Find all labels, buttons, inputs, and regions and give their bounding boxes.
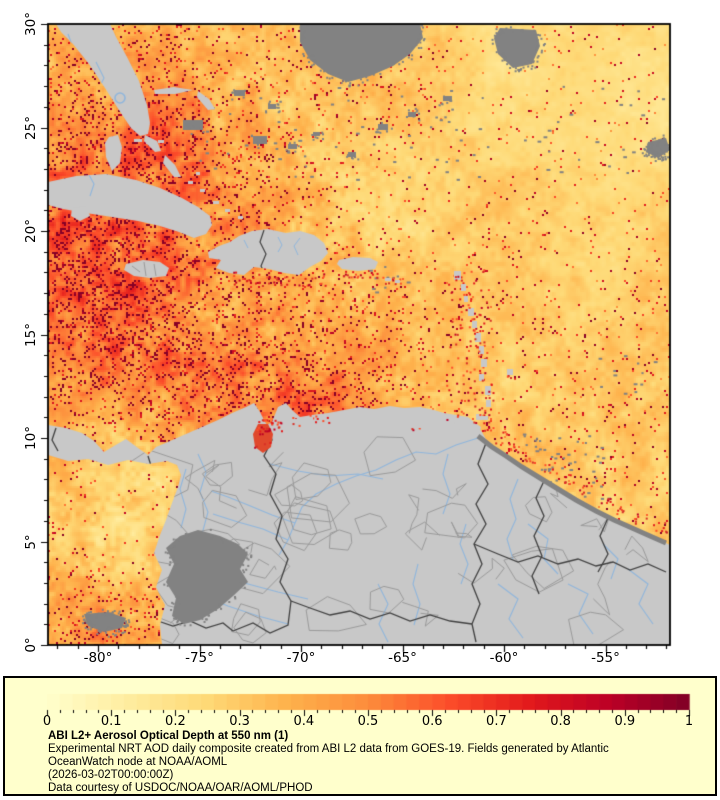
- colorbar-tick-label-1: 1: [684, 714, 694, 729]
- lat-tick-label-25: 25°: [23, 115, 39, 140]
- lon-tick-label--65: -65°: [388, 650, 417, 666]
- lat-tick-label-15: 15°: [23, 322, 39, 347]
- lon-tick-label--75: -75°: [185, 650, 214, 666]
- colorbar-tick-label-0.3: 0.3: [229, 714, 250, 729]
- map-canvas: [0, 0, 720, 676]
- colorbar-tick-label-0.8: 0.8: [550, 714, 571, 729]
- legend-title: ABI L2+ Aerosol Optical Depth at 550 nm …: [48, 730, 289, 742]
- colorbar-tick-label-0.7: 0.7: [486, 714, 507, 729]
- colorbar-tick-label-0.2: 0.2: [165, 714, 186, 729]
- lon-tick-label--55: -55°: [591, 650, 620, 666]
- lat-tick-label-30: 30°: [23, 12, 39, 36]
- colorbar-tick-label-0.9: 0.9: [614, 714, 636, 729]
- colorbar-tick-label-0.4: 0.4: [293, 714, 315, 729]
- lat-tick-label-20: 20°: [23, 219, 39, 243]
- legend-credit: Data courtesy of USDOC/NOAA/OAR/AOML/PHO…: [48, 781, 313, 794]
- colorbar-tick-label-0.6: 0.6: [421, 714, 443, 729]
- legend-text-block: ABI L2+ Aerosol Optical Depth at 550 nm …: [48, 730, 696, 795]
- legend-timestamp: (2026-03-02T00:00:00Z): [48, 768, 174, 781]
- colorbar-tick-label-0.5: 0.5: [357, 714, 379, 729]
- lon-tick-label--60: -60°: [489, 650, 519, 666]
- lat-tick-label-5: 5°: [23, 533, 39, 550]
- colorbar: [44, 692, 694, 718]
- legend-description-line-2: OceanWatch node at NOAA/AOML: [48, 755, 228, 768]
- lon-tick-label--80: -80°: [83, 650, 113, 666]
- colorbar-tick-label-0.1: 0.1: [100, 714, 122, 729]
- lat-tick-label-10: 10°: [23, 426, 39, 450]
- lat-tick-label-0: 0°: [23, 637, 39, 653]
- legend-description-line-1: Experimental NRT AOD daily composite cre…: [48, 742, 609, 755]
- lon-tick-label--70: -70°: [286, 650, 316, 666]
- colorbar-tick-label-0: 0: [42, 714, 52, 729]
